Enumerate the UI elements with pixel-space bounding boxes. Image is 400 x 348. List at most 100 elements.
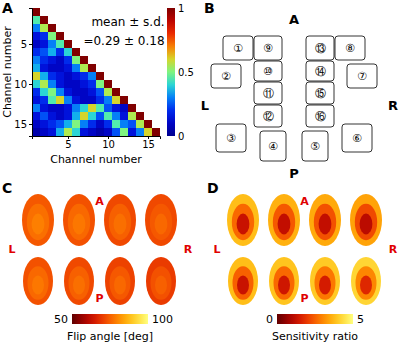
cell — [40, 80, 48, 88]
cell — [72, 120, 80, 128]
coil-number: ⑦ — [357, 70, 367, 83]
cell — [72, 56, 80, 64]
cell — [56, 72, 64, 80]
slice-region — [274, 266, 295, 300]
coil-outline — [335, 36, 365, 60]
tick-mark — [29, 124, 32, 125]
coil-outline — [254, 61, 282, 81]
tick-mark — [29, 44, 32, 45]
cell — [96, 72, 104, 80]
tick-label: 5 — [65, 139, 71, 150]
cell — [136, 112, 144, 120]
cell — [56, 104, 64, 112]
cell — [80, 96, 88, 104]
cell — [64, 112, 72, 120]
cell — [40, 72, 48, 80]
slice-region — [360, 214, 373, 235]
orientation-label: L — [201, 98, 209, 113]
slice-region — [64, 257, 94, 305]
cell — [128, 104, 136, 112]
slice-region — [319, 275, 331, 294]
cell — [128, 120, 136, 128]
slice-region — [69, 266, 90, 300]
slice-region — [110, 266, 131, 300]
cell — [64, 96, 72, 104]
cell — [56, 112, 64, 120]
tick: 0.5 — [175, 67, 194, 78]
cell — [88, 120, 96, 128]
tick: 15 — [142, 136, 155, 150]
coil-element: ⑧ — [335, 36, 365, 60]
cell — [48, 48, 56, 56]
cell — [32, 88, 40, 96]
cell — [80, 104, 88, 112]
slice-region — [23, 257, 53, 305]
slice-region — [350, 194, 382, 246]
tick-label: 50 — [54, 313, 68, 326]
slice-region — [233, 266, 254, 300]
coil-number: ⑤ — [310, 140, 320, 153]
coil-number: ⑯ — [315, 110, 326, 123]
coil-outline — [306, 61, 334, 81]
cell — [40, 24, 48, 32]
cell — [96, 112, 104, 120]
cell — [80, 112, 88, 120]
cell — [64, 88, 72, 96]
cell — [32, 72, 40, 80]
cell — [56, 32, 64, 40]
cell — [72, 72, 80, 80]
colorbar-label: Flip angle [deg] — [67, 330, 153, 343]
tick-label: 15 — [14, 119, 27, 130]
slice-region — [150, 204, 172, 240]
panel-label: D — [207, 180, 219, 196]
cell — [40, 96, 48, 104]
cell — [120, 120, 128, 128]
cell — [48, 80, 56, 88]
slice-region — [237, 275, 249, 294]
slice-region — [360, 275, 372, 294]
tick: 5 — [65, 136, 71, 150]
cell — [112, 120, 120, 128]
panel-label: C — [2, 180, 12, 196]
coil-element: ⑥ — [342, 124, 372, 152]
coil-diagram: ①②③④⑤⑥⑦⑧⑨⑩⑪⑫⑬⑭⑮⑯ — [211, 36, 377, 161]
orientation-label: A — [289, 12, 299, 27]
slice-region — [232, 204, 254, 240]
coil-element: ⑫ — [254, 105, 282, 127]
slice — [228, 257, 258, 305]
y-axis-label: Channel number — [1, 26, 14, 118]
tick-mark — [29, 84, 32, 85]
cell — [56, 80, 64, 88]
cell — [104, 128, 112, 136]
cell — [48, 56, 56, 64]
slice-region — [278, 214, 291, 235]
coil-outline — [216, 124, 246, 152]
cell — [80, 56, 88, 64]
cell — [32, 64, 40, 72]
coil-number: ⑨ — [263, 42, 273, 55]
slice-region — [228, 257, 258, 305]
slice-region — [309, 194, 341, 246]
cell — [88, 72, 96, 80]
tick-label: 0.5 — [178, 67, 194, 78]
cell — [80, 88, 88, 96]
cell — [32, 48, 40, 56]
tick: 0 — [175, 131, 184, 142]
cell — [144, 128, 152, 136]
coil-number: ⑭ — [315, 65, 326, 78]
cell — [56, 120, 64, 128]
coil-outline — [223, 36, 253, 60]
slice — [63, 194, 95, 246]
cell — [88, 88, 96, 96]
cell — [32, 24, 40, 32]
coil-element: ⑩ — [254, 61, 282, 81]
cell — [40, 56, 48, 64]
coil-outline — [306, 105, 334, 127]
cell — [32, 120, 40, 128]
colorbar — [167, 8, 175, 136]
slice — [105, 257, 135, 305]
cell — [56, 96, 64, 104]
orientation-label: P — [95, 292, 103, 305]
axis-line — [29, 9, 33, 137]
cell — [48, 120, 56, 128]
